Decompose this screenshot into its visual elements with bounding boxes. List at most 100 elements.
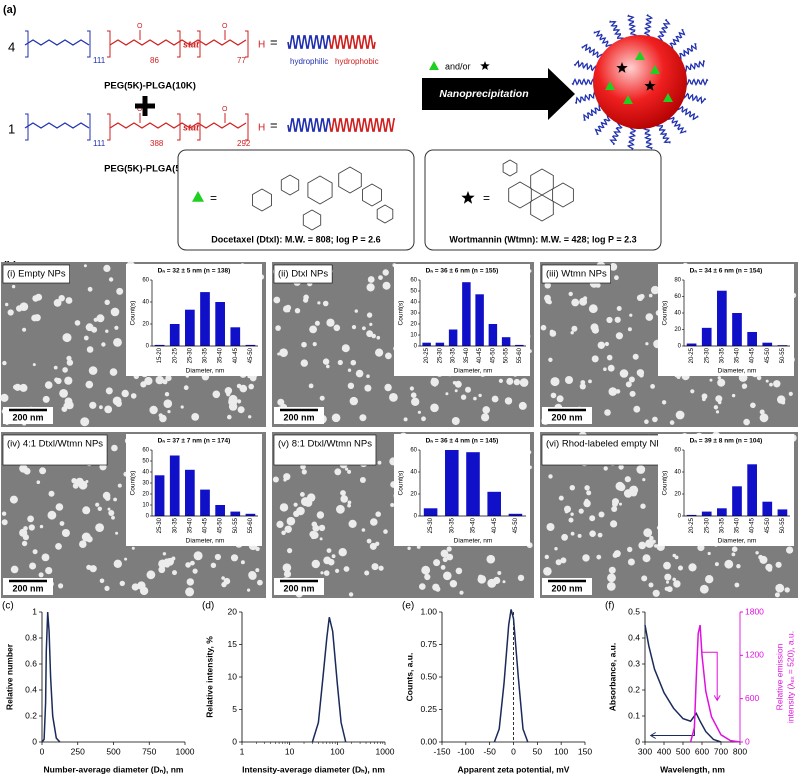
particle [340,490,346,496]
particle [44,381,53,389]
particle [642,478,646,482]
wortmannin-icon [644,80,656,91]
particle [502,580,506,584]
particle [724,559,734,569]
particle [248,415,252,419]
particle [111,515,115,520]
equals: = [483,191,490,205]
peg-chain [571,78,595,86]
subscript: 111 [93,139,106,148]
legend-text: and/or [445,61,471,71]
peg-chain [683,60,706,73]
x-tick-label: 250 [71,746,85,756]
ring [302,209,322,231]
bar [747,331,757,346]
particle [237,406,245,414]
particle [300,359,308,367]
y-tick-label: 20 [142,492,149,498]
particle [577,533,582,538]
x-tick-label: 40-45 [750,347,756,363]
x-tick-label: 25-30 [704,517,710,533]
subscript: 111 [93,56,106,65]
particle [625,381,632,388]
particle [607,573,616,583]
particle [190,560,195,566]
particle [589,515,596,522]
particle [481,413,490,422]
docetaxel-icon [429,61,439,70]
particle [454,380,462,388]
particle [638,541,646,550]
x-tick-label: 45-50 [248,347,254,363]
particle [96,314,105,323]
x-tick-label: 30-35 [449,517,455,533]
x-tick-label: 25-30 [157,517,163,533]
y-axis-label: Relative intensity, % [204,636,214,718]
particle [378,275,383,280]
particle [319,537,323,541]
particle [349,396,358,406]
polymer-backbone [109,39,247,46]
particle [603,466,608,471]
particle [498,378,503,383]
particle [369,542,377,550]
bracket [245,30,249,58]
bar [508,513,523,516]
label-hydrophilic: hydrophilic [290,57,328,66]
particle [769,382,773,387]
x-tick-label: 20-25 [424,347,430,363]
inset-title: Dₙ = 37 ± 7 nm (n = 174) [158,438,231,445]
x-tick-label: 15-20 [157,347,163,363]
axes [241,612,385,743]
ring [338,166,362,194]
peg-chain [581,43,603,59]
particle [666,580,669,584]
bar [717,508,727,516]
x-tick-label: 500 [106,746,120,756]
particle [93,317,98,322]
x-tick-label: 35-40 [464,347,470,363]
y-tick-label: 50 [410,289,417,295]
particle [540,324,547,331]
particle [314,320,320,326]
bar [200,292,210,346]
bar [200,489,210,516]
particle [22,534,29,541]
y-tick-label: 5 [232,704,237,714]
y-tick-label: 0.5 [628,606,640,616]
particle [717,378,726,387]
particle [784,587,790,593]
particle [109,368,118,376]
particle [612,501,618,508]
y-axis-label: Absorbance, a.u. [607,643,617,712]
particle [28,524,35,531]
particle [285,304,292,311]
axes [151,280,258,347]
particle [359,414,367,422]
y2-axis-label: Relative emission [774,643,784,710]
particle [417,410,421,414]
particle [445,392,449,396]
bracket [25,30,29,58]
particle [323,570,330,576]
particle [589,530,596,537]
particle [224,387,233,395]
particle [116,287,124,295]
particle [452,381,457,385]
particle [411,397,420,406]
polymer-spring [287,118,331,132]
particle [119,580,126,587]
particle [609,263,618,271]
particle [661,400,667,405]
particle [410,392,417,399]
bar [701,327,712,346]
inset-title: Dₙ = 36 ± 4 nm (n = 145) [426,438,499,445]
peg-chain [678,43,697,61]
particle [95,502,100,507]
particle [111,444,118,452]
x-tick-label: -50 [484,746,497,756]
x-tick-label: 30-35 [719,347,725,363]
particle [317,301,321,305]
bar [423,508,438,516]
particle [47,510,57,520]
